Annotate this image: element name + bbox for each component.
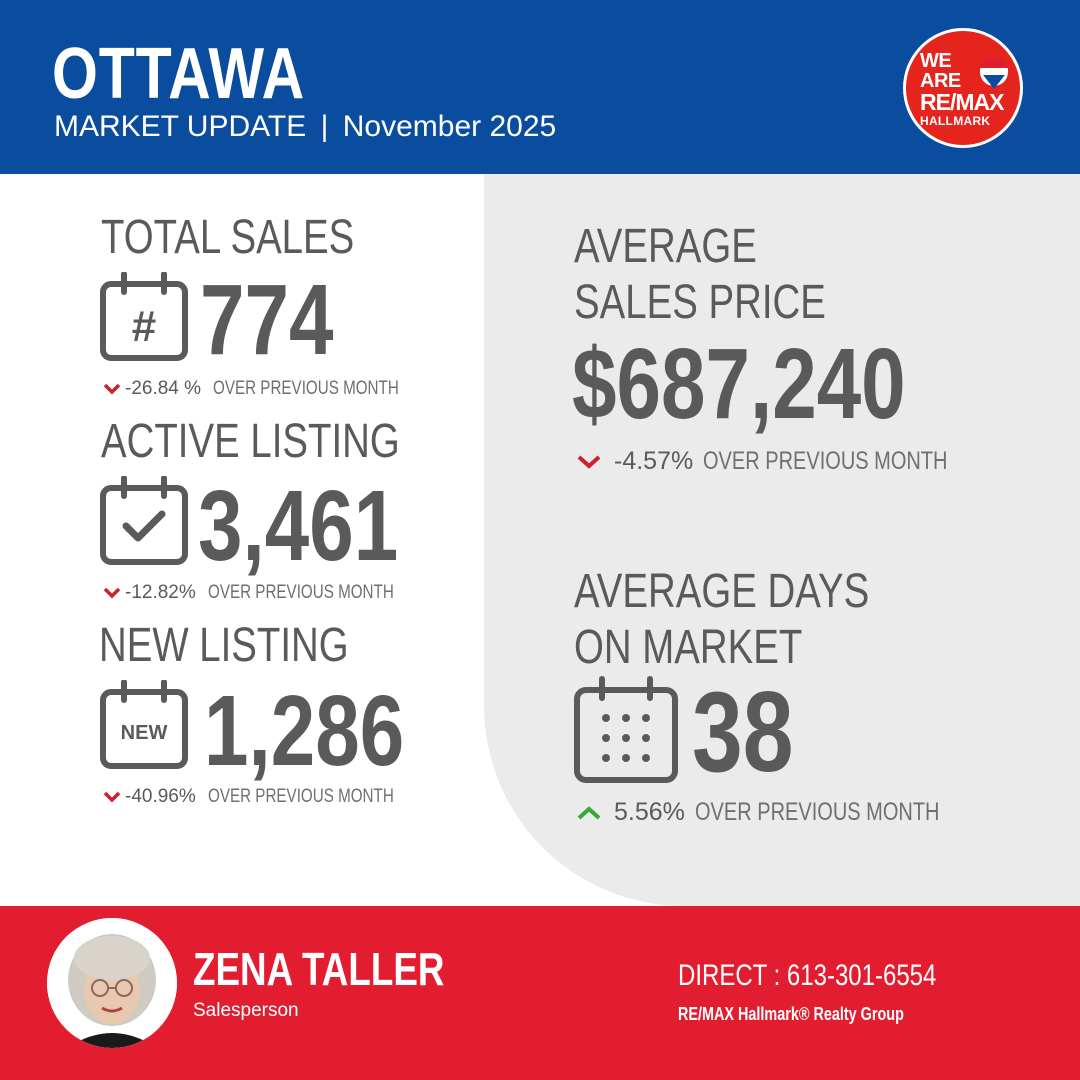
down-arrow-icon xyxy=(577,455,601,469)
active-listing-change-pct: -12.82% xyxy=(125,582,196,603)
agent-footer xyxy=(0,906,1080,1080)
logo-wordmark: WE ARE RE/MAX HALLMARK xyxy=(920,51,1016,127)
avg-price-change: -4.57% OVER PREVIOUS MONTH xyxy=(576,449,1009,474)
total-sales-change: -26.84 % OVER PREVIOUS MONTH xyxy=(102,379,445,398)
new-listing-change-pct: -40.96% xyxy=(125,786,196,807)
avg-days-value: 38 xyxy=(692,669,794,796)
avg-days-change: 5.56% OVER PREVIOUS MONTH xyxy=(576,800,1000,825)
total-sales-change-pct: -26.84 % xyxy=(125,378,202,399)
report-subtitle: MARKET UPDATE | November 2025 xyxy=(54,112,556,142)
right-stats-panel xyxy=(484,174,1080,906)
logo-line-1: WE xyxy=(920,50,952,72)
subtitle-text: MARKET UPDATE xyxy=(54,110,307,143)
logo-line-2: ARE xyxy=(920,70,961,92)
active-listing-change-note: OVER PREVIOUS MONTH xyxy=(207,582,394,603)
active-listing-label: ACTIVE LISTING xyxy=(101,415,400,468)
agent-photo xyxy=(47,918,177,1048)
remax-logo: WE ARE RE/MAX HALLMARK xyxy=(903,28,1023,148)
city-title: OTTAWA xyxy=(52,34,306,114)
new-listing-label: NEW LISTING xyxy=(99,619,349,672)
new-listing-value: 1,286 xyxy=(204,675,405,787)
avg-days-change-note: OVER PREVIOUS MONTH xyxy=(694,798,940,826)
avg-price-change-note: OVER PREVIOUS MONTH xyxy=(703,447,948,475)
avg-price-value: $687,240 xyxy=(572,328,906,440)
balloon-icon xyxy=(980,57,1008,89)
total-sales-value: 774 xyxy=(200,264,334,376)
new-listing-change: -40.96% OVER PREVIOUS MONTH xyxy=(102,787,440,806)
agent-role: Salesperson xyxy=(193,1000,299,1021)
logo-line-4: HALLMARK xyxy=(920,114,991,128)
avg-price-label: AVERAGE SALES PRICE xyxy=(574,220,826,329)
down-arrow-icon xyxy=(103,791,121,802)
total-sales-change-note: OVER PREVIOUS MONTH xyxy=(213,378,399,399)
hash-calendar-icon: # xyxy=(100,272,188,361)
svg-text:#: # xyxy=(132,302,156,351)
active-listing-value: 3,461 xyxy=(198,470,399,582)
report-period: November 2025 xyxy=(342,110,557,143)
up-arrow-icon xyxy=(577,805,601,819)
brokerage-name: RE/MAX Hallmark® Realty Group xyxy=(678,1004,904,1024)
header-banner xyxy=(0,0,1080,174)
active-listing-change: -12.82% OVER PREVIOUS MONTH xyxy=(102,583,440,602)
avg-days-label: AVERAGE DAYS ON MARKET xyxy=(574,565,870,674)
new-listing-change-note: OVER PREVIOUS MONTH xyxy=(207,786,394,807)
down-arrow-icon xyxy=(103,383,121,394)
total-sales-label: TOTAL SALES xyxy=(101,211,355,264)
avg-price-change-pct: -4.57% xyxy=(614,447,694,475)
logo-line-3: RE/MAX xyxy=(920,89,1004,115)
dots-calendar-icon xyxy=(574,676,678,783)
avg-days-change-pct: 5.56% xyxy=(614,798,685,826)
agent-phone[interactable]: DIRECT : 613-301-6554 xyxy=(678,959,937,992)
agent-name: ZENA TALLER xyxy=(193,943,445,995)
check-calendar-icon xyxy=(100,476,188,565)
new-calendar-icon: NEW xyxy=(100,680,188,769)
agent-avatar xyxy=(47,918,177,1048)
svg-text:NEW: NEW xyxy=(121,722,168,744)
subtitle-separator: | xyxy=(320,110,329,143)
down-arrow-icon xyxy=(103,587,121,598)
